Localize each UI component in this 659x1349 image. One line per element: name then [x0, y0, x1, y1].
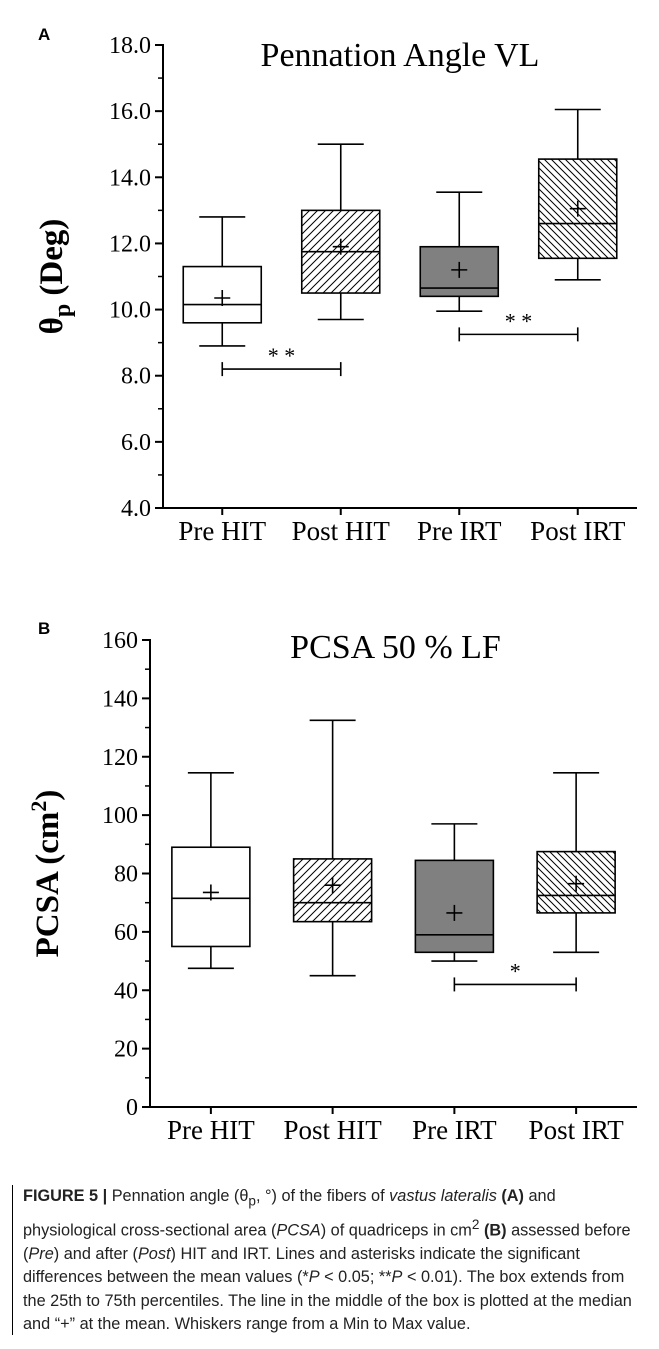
caption-text: P: [308, 1268, 320, 1287]
caption-figure-label: FIGURE 5 |: [23, 1187, 108, 1205]
caption-text: Pre: [28, 1244, 54, 1263]
caption-text: , °) of the fibers of: [255, 1187, 390, 1205]
box-pre-hit: [182, 216, 263, 347]
y-tick-label: 120: [102, 745, 138, 771]
y-axis-label-text: θ: [34, 317, 70, 334]
x-tick-label: Post HIT: [283, 1115, 382, 1145]
y-tick-label: 4.0: [121, 496, 151, 522]
y-tick-label: 60: [114, 920, 138, 946]
y-axis-label-text: ): [30, 790, 66, 801]
y-tick-label: 80: [114, 862, 138, 888]
x-tick-label: Pre IRT: [412, 1115, 497, 1145]
y-tick-label: 8.0: [121, 364, 151, 390]
significance-bracket: * *: [458, 308, 579, 342]
caption-text: < 0.01). The box extends from the 25th t…: [23, 1268, 632, 1334]
box-post-irt: [537, 108, 618, 281]
y-axis-label-text: (Deg): [34, 219, 70, 304]
y-axis-label-sub: p: [50, 304, 76, 317]
caption-text: (A): [496, 1187, 524, 1205]
y-tick-label: 40: [114, 978, 138, 1004]
box-post-hit: [292, 719, 373, 977]
significance-label: * *: [268, 343, 296, 368]
chart-title: Pennation Angle VL: [261, 37, 540, 74]
y-axis-label-text: PCSA (cm: [30, 812, 66, 958]
x-tick-label: Pre HIT: [167, 1115, 255, 1145]
y-axis-label: θp (Deg): [34, 219, 76, 335]
caption-text: Post: [137, 1244, 171, 1263]
box-post-hit: [300, 143, 381, 321]
significance-bracket: * *: [221, 343, 342, 377]
y-tick-label: 140: [102, 686, 138, 712]
caption-text: 2: [471, 1216, 480, 1232]
significance-label: *: [510, 958, 521, 983]
y-tick-label: 6.0: [121, 430, 151, 456]
caption-text: PCSA: [276, 1221, 321, 1240]
chart-a-svg: A Pennation Angle VL 4.0 6.0 8.0 10.0 12.0 14.0…: [34, 25, 637, 546]
y-tick-label: 16.0: [109, 99, 151, 125]
y-tick-label: 20: [114, 1037, 138, 1063]
x-tick-label: Post IRT: [529, 1115, 625, 1145]
chart-b-svg: B PCSA 50 % LF 0 20 40 60 80 100 120 140 160 Pre HI…: [26, 619, 637, 1145]
caption-text: assessed before (: [23, 1221, 631, 1263]
caption-text: (B): [479, 1221, 507, 1240]
y-tick-label: 0: [126, 1095, 138, 1121]
y-tick-label: 14.0: [109, 165, 151, 191]
caption-text: ) HIT and IRT. Lines and asterisks indic…: [23, 1244, 580, 1287]
chart-panel-a: A Pennation Angle VL 4.0 6.0 8.0 10.0 12.0 14.0…: [0, 0, 659, 555]
x-tick-label: Pre HIT: [178, 516, 266, 546]
caption-text: < 0.05; **: [319, 1268, 392, 1287]
y-tick-label: 12.0: [109, 231, 151, 257]
x-tick-label: Post HIT: [292, 516, 391, 546]
x-tick-label: Pre IRT: [417, 516, 502, 546]
panel-label: A: [38, 25, 50, 44]
chart-title: PCSA 50 % LF: [290, 629, 501, 666]
y-tick-label: 10.0: [109, 298, 151, 324]
caption-text: vastus lateralis: [389, 1187, 497, 1205]
caption-text: and physiological cross-sectional area (: [23, 1187, 556, 1240]
chart-panel-b: B PCSA 50 % LF 0 20 40 60 80 100 120 140 160 Pre HI…: [0, 610, 659, 1170]
y-axis-label: PCSA (cm2): [26, 790, 66, 958]
significance-label: * *: [505, 308, 533, 333]
figure-caption: FIGURE 5 | Pennation angle (θp, °) of th…: [12, 1185, 648, 1335]
box-pre-hit: [171, 772, 251, 970]
box-pre-irt: [414, 823, 495, 962]
y-tick-label: 18.0: [109, 33, 151, 59]
y-tick-label: 160: [102, 628, 138, 654]
caption-text: ) and after (: [53, 1244, 138, 1263]
y-tick-label: 100: [102, 803, 138, 829]
box-post-irt: [536, 772, 616, 954]
caption-text: Pennation angle (θ: [107, 1187, 249, 1205]
significance-bracket: *: [453, 958, 577, 992]
x-tick-label: Post IRT: [530, 516, 626, 546]
y-axis-label-sup: 2: [26, 801, 51, 812]
box-pre-irt: [419, 191, 500, 313]
panel-label: B: [38, 619, 50, 638]
caption-text: ) of quadriceps in cm: [320, 1221, 472, 1240]
caption-text: p: [248, 1193, 256, 1209]
caption-text: P: [391, 1268, 403, 1287]
